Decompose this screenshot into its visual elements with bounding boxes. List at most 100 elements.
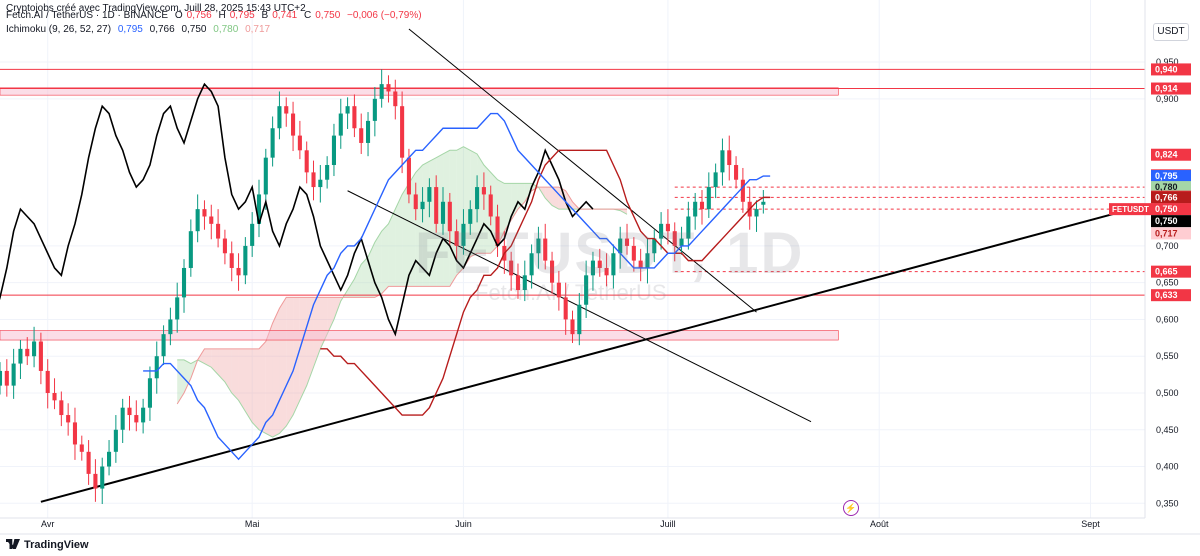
- price-label-text: 0,750: [1155, 204, 1178, 214]
- candle-body: [440, 201, 446, 224]
- close-label: C: [304, 10, 312, 21]
- candle-body: [263, 157, 268, 195]
- ichimoku-cloud-segment: [293, 297, 300, 416]
- candle-body: [372, 98, 377, 121]
- x-tick-label: Août: [870, 519, 889, 529]
- candle-body: [304, 150, 309, 173]
- candle-body: [338, 113, 343, 136]
- candle-body: [154, 356, 159, 379]
- candle-body: [188, 231, 193, 268]
- price-label-text: 0,633: [1155, 290, 1178, 300]
- candle-body: [52, 392, 57, 401]
- candle-body: [379, 84, 384, 99]
- candle-body: [79, 444, 84, 452]
- candle-body: [127, 407, 132, 416]
- candle-body: [93, 473, 98, 489]
- candle-body: [754, 209, 759, 217]
- candle-body: [693, 201, 698, 217]
- candle-body: [243, 245, 248, 276]
- symbol-tag-box: [1109, 203, 1151, 216]
- y-tick-label: 0,650: [1156, 278, 1179, 288]
- low-value: 0,741: [272, 10, 298, 21]
- x-tick-label: Juill: [660, 519, 676, 529]
- trendline: [40, 204, 1146, 503]
- candle-body: [284, 106, 289, 114]
- candle-body: [318, 179, 323, 188]
- candle-body: [277, 106, 282, 129]
- ichimoku-cloud-segment: [231, 348, 239, 401]
- ichimoku-label: Ichimoku (9, 26, 52, 27): [6, 24, 112, 35]
- y-tick-label: 0,350: [1156, 498, 1179, 508]
- price-label-box: [1151, 289, 1191, 302]
- candle-body: [659, 223, 664, 239]
- ichimoku-cloud-segment: [504, 183, 512, 232]
- price-label-box: [1151, 63, 1191, 76]
- candle-body: [400, 106, 405, 158]
- price-label-text: 0,940: [1155, 64, 1178, 74]
- candle-body: [386, 84, 391, 92]
- ichimoku-cloud-segment: [524, 183, 532, 202]
- candle-body: [229, 253, 234, 268]
- candle-body: [447, 201, 452, 232]
- candle-body: [590, 260, 595, 276]
- candle-body: [311, 172, 316, 188]
- candle-body: [611, 253, 616, 276]
- candle-body: [18, 348, 23, 364]
- candle-body: [11, 363, 16, 386]
- open-label: O: [174, 10, 183, 21]
- lightning-icon[interactable]: ⚡: [843, 500, 859, 516]
- candle-body: [652, 238, 657, 254]
- ichimoku-cloud-segment: [327, 297, 334, 335]
- price-label-box: [1151, 181, 1191, 194]
- ichimoku-cloud-segment: [395, 194, 403, 287]
- price-label-box: [1151, 203, 1191, 216]
- candle-body: [181, 267, 187, 298]
- candle-body: [556, 282, 561, 298]
- candle-body: [584, 275, 589, 305]
- candle-body: [0, 370, 3, 386]
- candle-body: [345, 106, 350, 114]
- ichimoku-cloud-segment: [272, 308, 280, 438]
- candle-body: [495, 216, 500, 246]
- candle-body: [202, 209, 207, 217]
- ichimoku-cloud-segment: [381, 223, 389, 294]
- ichimoku-legend[interactable]: Ichimoku (9, 26, 52, 27) 0,795 0,766 0,7…: [6, 24, 274, 35]
- candle-body: [352, 106, 357, 129]
- close-value: 0,750: [315, 10, 341, 21]
- candle-body: [25, 348, 30, 357]
- ichimoku-spanB-value: 0,717: [245, 24, 271, 35]
- candle-body: [107, 451, 112, 467]
- candle-body: [713, 172, 718, 188]
- ichimoku-spanA-value: 0,780: [213, 24, 239, 35]
- symbol-ohlc: Fetch.AI / TetherUS · 1D · BINANCE O 0,75…: [6, 10, 426, 21]
- price-label-text: 0,665: [1155, 267, 1178, 277]
- x-tick-label: Juin: [455, 519, 472, 529]
- ichimoku-kijun-line: [320, 149, 771, 416]
- symbol-title[interactable]: Fetch.AI / TetherUS · 1D · BINANCE: [6, 10, 169, 21]
- candle-body: [563, 297, 568, 320]
- candle-body: [515, 275, 521, 291]
- candle-body: [645, 253, 650, 268]
- candle-body: [134, 415, 139, 423]
- candle-body: [120, 407, 125, 430]
- header-ohlc-row: Cryptojobs créé avec TradingView.com, Ju…: [6, 3, 310, 14]
- candle-body: [175, 297, 180, 320]
- ichimoku-cloud-segment: [279, 297, 287, 434]
- candle-body: [420, 201, 425, 210]
- ichimoku-cloud-segment: [354, 264, 362, 298]
- currency-button[interactable]: USDT: [1153, 23, 1189, 41]
- price-label-text: 0,750: [1155, 216, 1178, 226]
- candle-body: [113, 429, 118, 452]
- high-value: 0,795: [229, 10, 255, 21]
- ichimoku-cloud-segment: [258, 341, 266, 434]
- candle-body: [4, 370, 9, 386]
- y-tick-label: 0,900: [1156, 94, 1179, 104]
- candle-body: [488, 194, 493, 217]
- candle-body: [434, 187, 439, 224]
- ichimoku-cloud-segment: [265, 323, 273, 438]
- y-tick-label: 0,950: [1156, 57, 1179, 67]
- ichimoku-cloud-segment: [245, 348, 253, 423]
- candle-body: [727, 150, 732, 166]
